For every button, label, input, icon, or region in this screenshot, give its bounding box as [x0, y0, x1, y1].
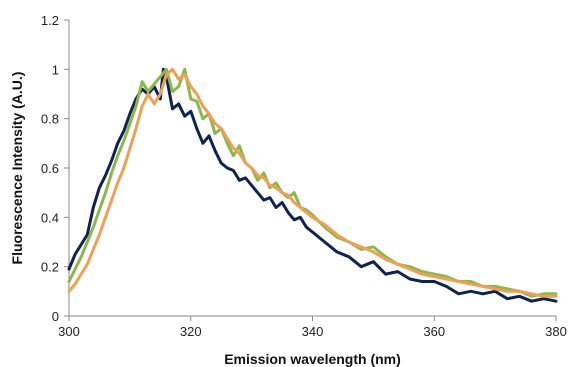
- x-axis-ticks: 300 320 340 360 380: [58, 316, 567, 339]
- x-tick-label: 340: [302, 324, 324, 339]
- series-line-3: [67, 67, 558, 298]
- y-tick-label: 0: [52, 309, 59, 324]
- series-layer: [67, 67, 558, 303]
- y-tick-label: 0.4: [41, 210, 59, 225]
- x-tick-label: 320: [180, 324, 202, 339]
- y-tick-label: 1.2: [41, 13, 59, 28]
- y-tick-label: 0.2: [41, 260, 59, 275]
- series-line-1: [67, 67, 558, 303]
- x-axis-title: Emission wavelength (nm): [224, 351, 401, 367]
- y-axis-ticks: 0 0.2 0.4 0.6 0.8 1 1.2: [41, 13, 69, 324]
- y-tick-label: 0.8: [41, 112, 59, 127]
- y-axis-title: Fluorescence Intensity (A.U.): [9, 72, 25, 265]
- y-tick-label: 0.6: [41, 161, 59, 176]
- x-tick-label: 300: [58, 324, 80, 339]
- x-tick-label: 380: [545, 324, 567, 339]
- y-tick-label: 1: [52, 62, 59, 77]
- x-tick-label: 360: [423, 324, 445, 339]
